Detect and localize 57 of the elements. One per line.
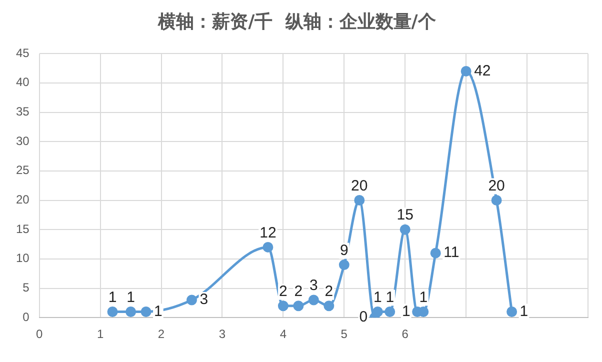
point bbox=[262, 242, 274, 252]
data-label: 20 bbox=[488, 177, 505, 194]
data-label: 1 bbox=[154, 302, 162, 320]
chart-title: 横轴：薪资/千 纵轴：企业数量/个 bbox=[157, 11, 437, 32]
y-tick-label: 0 bbox=[22, 310, 30, 324]
point bbox=[491, 195, 502, 206]
point bbox=[186, 294, 197, 306]
point bbox=[293, 300, 304, 312]
y-tick-label: 20 bbox=[16, 192, 30, 207]
data-label: 2 bbox=[279, 283, 288, 300]
point bbox=[400, 224, 410, 235]
y-tick-label: 5 bbox=[22, 280, 30, 295]
y-tick-label: 45 bbox=[16, 46, 30, 60]
data-label: 42 bbox=[474, 62, 491, 80]
data-label: 1 bbox=[402, 302, 410, 320]
data-label: 1 bbox=[386, 288, 394, 306]
y-tick-label: 15 bbox=[16, 222, 30, 236]
x-tick-label: 3 bbox=[218, 327, 226, 342]
y-tick-label: 25 bbox=[16, 163, 30, 178]
point bbox=[107, 306, 118, 317]
point bbox=[308, 294, 319, 306]
data-label: 20 bbox=[351, 177, 368, 194]
data-label: 9 bbox=[340, 242, 348, 259]
point bbox=[140, 306, 152, 317]
point bbox=[338, 260, 350, 270]
x-tick-label: 1 bbox=[96, 327, 104, 342]
point bbox=[506, 306, 518, 317]
data-label: 3 bbox=[200, 291, 208, 308]
y-tick-label: 10 bbox=[16, 251, 30, 266]
data-label: 1 bbox=[419, 288, 428, 306]
data-label: 11 bbox=[444, 244, 460, 262]
point bbox=[430, 248, 441, 258]
data-label: 1 bbox=[108, 288, 117, 306]
data-label: 1 bbox=[520, 302, 528, 320]
y-tick-label: 30 bbox=[16, 134, 30, 148]
data-label: 0 bbox=[359, 308, 368, 326]
x-tick-label: 6 bbox=[402, 327, 409, 342]
point bbox=[384, 306, 396, 317]
point bbox=[354, 195, 365, 206]
data-label: 2 bbox=[324, 283, 334, 300]
point bbox=[278, 300, 288, 312]
point bbox=[126, 306, 136, 317]
data-label: 1 bbox=[374, 288, 382, 306]
data-label: 2 bbox=[294, 283, 303, 300]
y-tick-label: 35 bbox=[16, 104, 30, 119]
x-tick-label: 4 bbox=[280, 327, 287, 342]
point bbox=[460, 66, 472, 76]
x-tick-label: 0 bbox=[36, 327, 44, 342]
point bbox=[372, 306, 383, 317]
data-label: 3 bbox=[310, 277, 318, 294]
data-label: 12 bbox=[260, 224, 276, 242]
x-tick-label: 5 bbox=[340, 327, 348, 342]
data-label: 15 bbox=[396, 206, 414, 224]
x-tick-label: 2 bbox=[158, 327, 165, 342]
y-tick-label: 40 bbox=[16, 75, 30, 90]
data-label: 1 bbox=[126, 288, 135, 306]
point bbox=[324, 300, 334, 312]
